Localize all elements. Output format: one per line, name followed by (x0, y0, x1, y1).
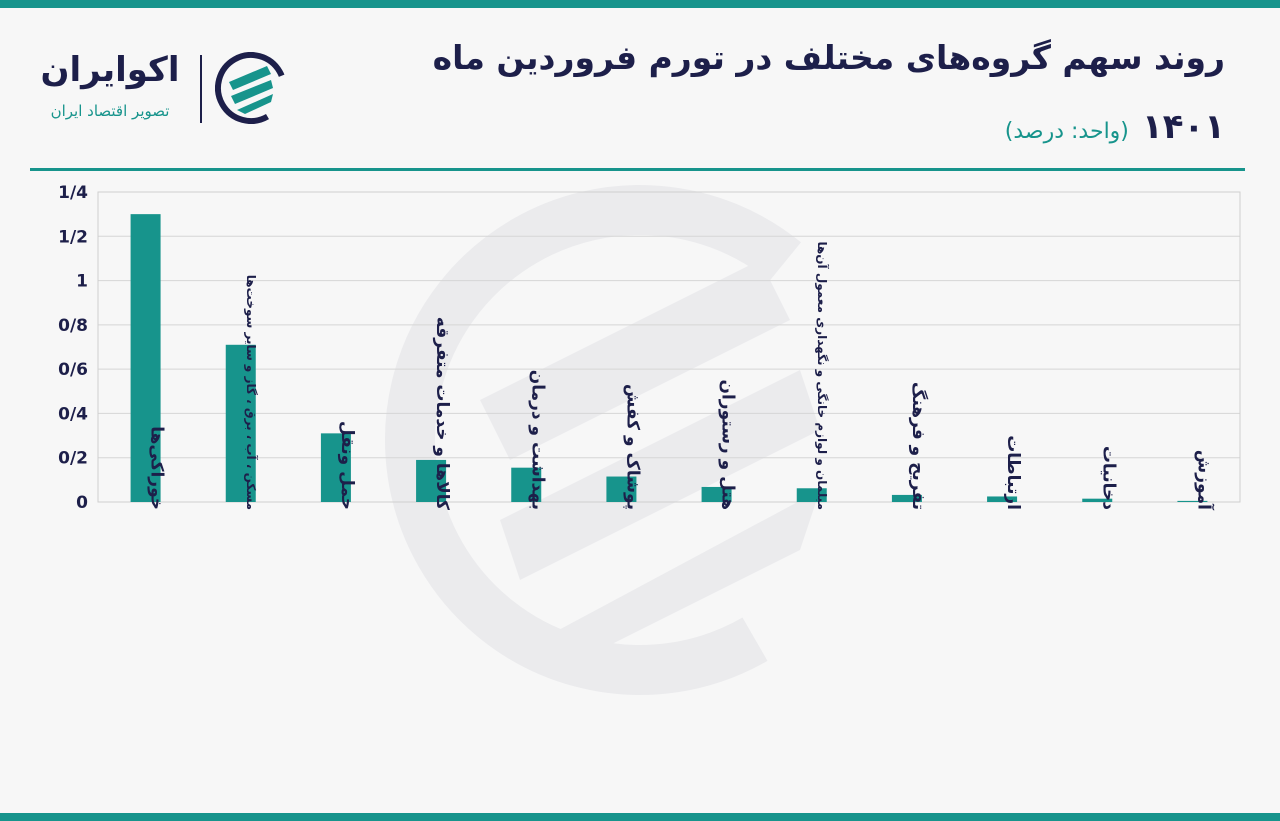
plot-frame (97, 191, 1241, 503)
x-category-label: تفریح و فرهنگ (908, 382, 929, 510)
y-tick-label: 1/2 (58, 227, 88, 247)
title-year: ۱۴۰۱ (1141, 107, 1225, 147)
x-category-label: پوشاک و کفش (622, 384, 642, 510)
x-category-label: هتل و رستوران (718, 379, 738, 510)
x-category-label: دخانیات (1098, 446, 1118, 510)
brand-mark-icon (215, 52, 287, 124)
brand-logo: اکوایران تصویر اقتصاد ایران (30, 50, 290, 130)
x-category-label: کالاها و خدمات متفرقه (432, 317, 452, 510)
y-axis-tick-labels: 0 0/2 0/4 0/6 0/8 1 1/2 1/4 (58, 183, 88, 513)
x-category-label: مبلمان و لوازم خانگی و نگهداری معمول آن‌… (814, 241, 830, 510)
x-category-label: خوراکی‌ها (147, 426, 167, 510)
header-divider (30, 168, 1245, 171)
bottom-accent-bar (0, 813, 1280, 821)
bar (1177, 500, 1208, 502)
y-tick-label: 0/6 (58, 360, 88, 380)
unit-label: (واحد: درصد) (1004, 119, 1129, 144)
bar (416, 459, 447, 502)
bar (606, 476, 637, 502)
y-tick-label: 0/4 (58, 404, 88, 424)
chart-subtitle: ۱۴۰۱ (واحد: درصد) (1005, 107, 1225, 147)
y-tick-label: 0/2 (58, 449, 88, 469)
bar (796, 488, 827, 502)
watermark-logo (385, 184, 895, 695)
bar (225, 344, 256, 502)
top-accent-bar (0, 0, 1280, 8)
bar (511, 467, 542, 502)
x-category-label: ارتباطات (1003, 435, 1023, 510)
y-tick-label: 1/4 (58, 183, 88, 203)
bar (320, 433, 351, 502)
bar (1082, 498, 1113, 502)
x-category-label: حمل ونقل (337, 421, 357, 510)
chart-title: روند سهم گروه‌های مختلف در تورم فروردین … (432, 38, 1225, 77)
brand-tagline: تصویر اقتصاد ایران (50, 102, 170, 120)
x-axis-category-labels: خوراکی‌ها مسکن ، آب ، برق ، گاز و سایر سو… (147, 241, 1216, 511)
bar (987, 496, 1018, 502)
y-tick-label: 0 (76, 493, 88, 513)
x-category-label: آموزش (1193, 450, 1215, 511)
x-category-label: مسکن ، آب ، برق ، گاز و سایر سوخت‌ها (243, 275, 259, 510)
x-category-label: بهداشت و درمان (527, 370, 547, 510)
bars (130, 214, 1208, 502)
y-tick-label: 0/8 (58, 316, 88, 336)
bar (891, 494, 922, 502)
y-tick-label: 1 (76, 272, 88, 292)
brand-name: اکوایران (40, 50, 180, 90)
bar (701, 486, 732, 502)
bar (130, 214, 161, 502)
logo-divider (200, 55, 202, 123)
